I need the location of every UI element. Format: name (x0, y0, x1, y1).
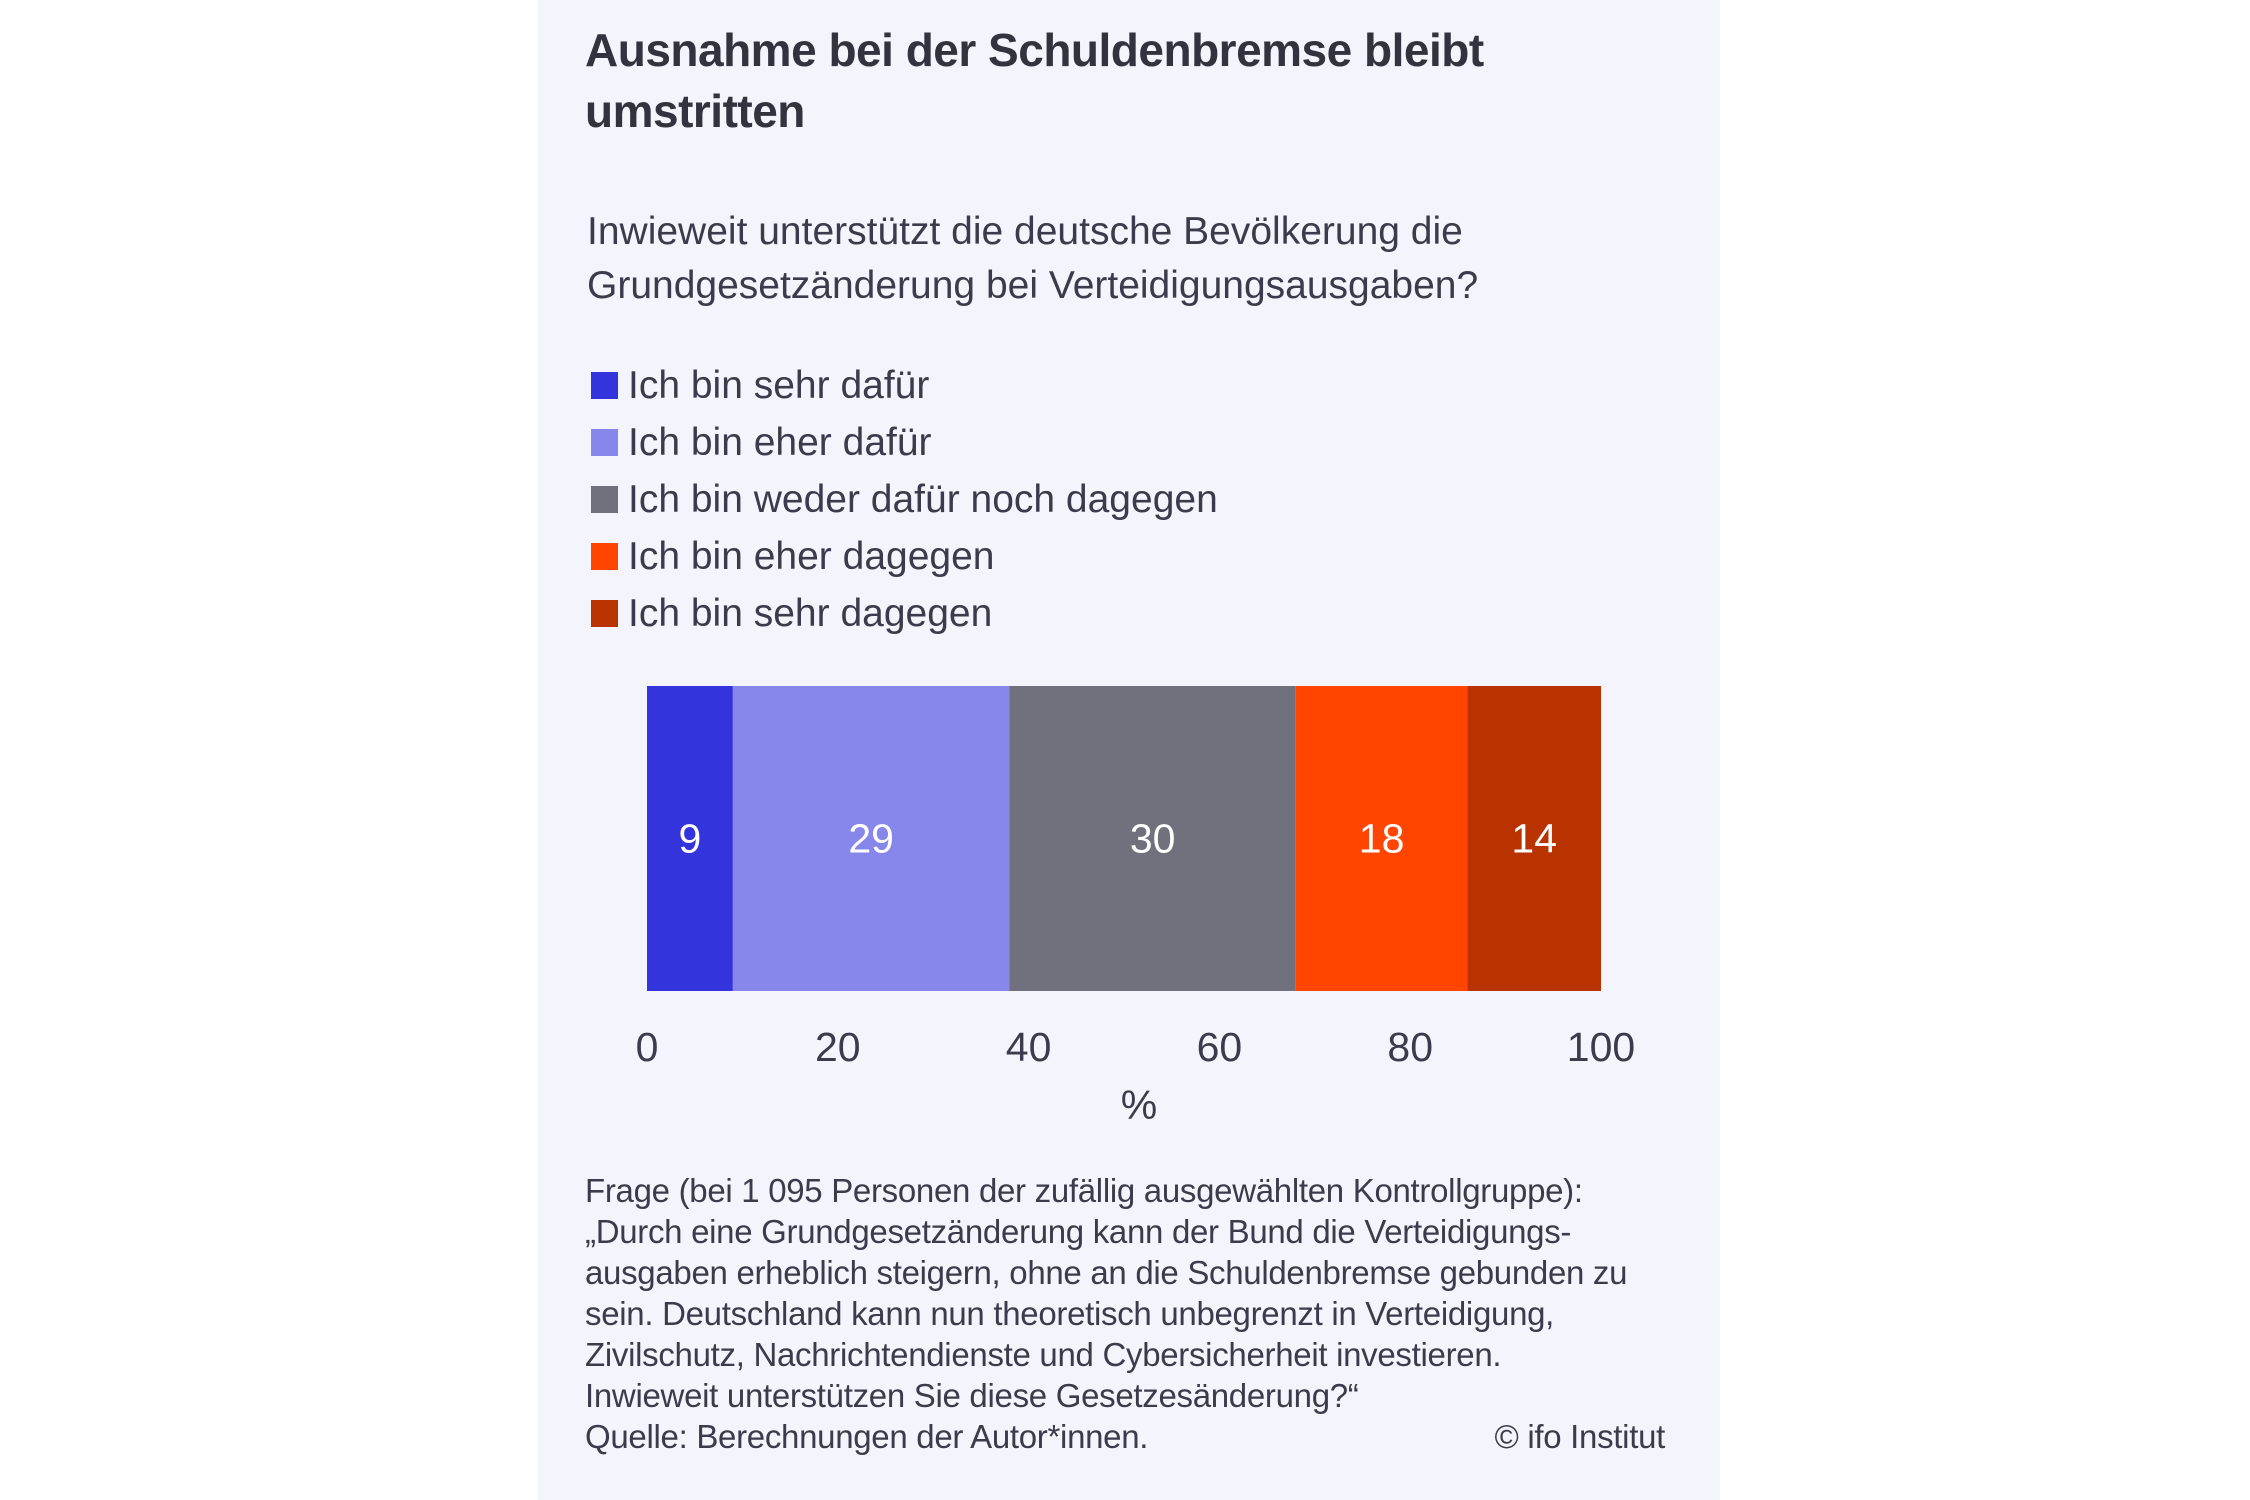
footnote-line: „Durch eine Grundgesetzänderung kann der… (585, 1213, 1572, 1250)
x-tick-label: 20 (815, 1024, 861, 1070)
legend-item: Ich bin eher dagegen (591, 528, 1218, 585)
legend-label: Ich bin sehr dagegen (628, 591, 993, 635)
legend-swatch (591, 372, 618, 399)
legend-swatch (591, 429, 618, 456)
footnote-line: Zivilschutz, Nachrichtendienste und Cybe… (585, 1336, 1502, 1373)
bar-segment (1467, 686, 1601, 991)
x-tick-label: 60 (1197, 1024, 1243, 1070)
legend-swatch (591, 600, 618, 627)
data-label: 9 (679, 816, 702, 862)
footnote-line: sein. Deutschland kann nun theoretisch u… (585, 1295, 1555, 1332)
data-label: 14 (1511, 816, 1557, 862)
legend-swatch (591, 543, 618, 570)
footnote-line: Inwieweit unterstützen Sie diese Gesetze… (585, 1377, 1359, 1414)
footnote-line: ausgaben erheblich steigern, ohne an die… (585, 1254, 1628, 1291)
x-tick-label: 0 (636, 1024, 659, 1070)
bar-segment (732, 686, 1010, 991)
data-label: 18 (1359, 816, 1405, 862)
chart-title: Ausnahme bei der Schuldenbremse bleibt u… (585, 24, 1484, 137)
source-note: Quelle: Berechnungen der Autor*innen. (585, 1418, 1149, 1455)
legend-label: Ich bin weder dafür noch dagegen (628, 477, 1218, 521)
x-tick-label: 100 (1567, 1024, 1635, 1070)
legend-label: Ich bin eher dafür (628, 420, 932, 464)
x-tick-label: 40 (1006, 1024, 1052, 1070)
chart-subtitle: Inwieweit unterstützt die deutsche Bevöl… (587, 210, 1479, 307)
legend: Ich bin sehr dafür Ich bin eher dafür Ich … (591, 357, 1218, 642)
footnote-line: Frage (bei 1 095 Personen der zufällig a… (585, 1172, 1583, 1209)
x-tick-label: 80 (1387, 1024, 1433, 1070)
copyright: © ifo Institut (1494, 1418, 1665, 1455)
bar-segment (1009, 686, 1296, 991)
bar-segment (647, 686, 733, 991)
footnote: Frage (bei 1 095 Personen der zufällig a… (585, 1170, 1665, 1457)
legend-label: Ich bin sehr dafür (628, 363, 930, 407)
legend-item: Ich bin sehr dagegen (591, 585, 1218, 642)
bar-segment (1295, 686, 1468, 991)
x-axis-label: % (1121, 1082, 1157, 1128)
legend-swatch (591, 486, 618, 513)
legend-item: Ich bin weder dafür noch dagegen (591, 471, 1218, 528)
legend-label: Ich bin eher dagegen (628, 534, 995, 578)
data-label: 30 (1130, 816, 1176, 862)
legend-item: Ich bin eher dafür (591, 414, 1218, 471)
data-label: 29 (848, 816, 894, 862)
legend-item: Ich bin sehr dafür (591, 357, 1218, 414)
